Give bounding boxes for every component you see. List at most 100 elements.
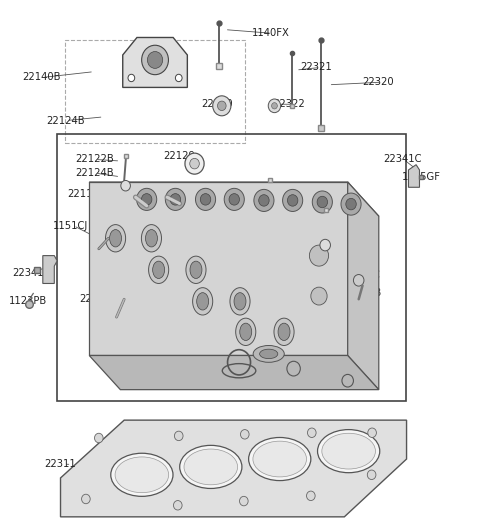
Ellipse shape	[318, 430, 380, 473]
Circle shape	[95, 433, 103, 443]
Text: 1152AB: 1152AB	[343, 288, 382, 298]
Ellipse shape	[149, 256, 168, 284]
Ellipse shape	[186, 256, 206, 284]
Circle shape	[173, 501, 182, 510]
Ellipse shape	[278, 323, 290, 340]
Circle shape	[288, 194, 298, 206]
Text: 1573GE: 1573GE	[269, 356, 308, 366]
Polygon shape	[89, 356, 379, 389]
Circle shape	[272, 103, 277, 109]
Ellipse shape	[109, 230, 121, 247]
Ellipse shape	[274, 318, 294, 346]
Bar	[57, 134, 406, 401]
Ellipse shape	[240, 323, 252, 340]
Ellipse shape	[234, 292, 246, 310]
Text: 22125A: 22125A	[240, 201, 279, 211]
Ellipse shape	[192, 288, 213, 315]
Circle shape	[82, 494, 90, 504]
Text: 22320: 22320	[362, 77, 394, 87]
Circle shape	[368, 428, 376, 437]
Ellipse shape	[111, 453, 173, 496]
Text: 22122B: 22122B	[75, 154, 114, 164]
Circle shape	[341, 193, 361, 215]
Polygon shape	[123, 37, 187, 87]
Circle shape	[213, 96, 231, 116]
Circle shape	[268, 99, 281, 113]
Ellipse shape	[322, 433, 375, 469]
Text: 1140FX: 1140FX	[252, 28, 290, 38]
Circle shape	[128, 74, 135, 82]
Polygon shape	[89, 182, 379, 216]
Ellipse shape	[184, 449, 238, 485]
Circle shape	[174, 431, 183, 441]
Ellipse shape	[180, 445, 242, 489]
Text: 22124C: 22124C	[327, 233, 366, 243]
Circle shape	[142, 45, 168, 75]
Text: 22140B: 22140B	[22, 72, 61, 82]
Circle shape	[137, 188, 157, 210]
Circle shape	[142, 193, 152, 205]
Circle shape	[346, 198, 356, 210]
Circle shape	[200, 193, 211, 205]
Polygon shape	[60, 420, 407, 517]
Circle shape	[190, 159, 199, 169]
Circle shape	[317, 196, 327, 208]
Ellipse shape	[197, 292, 209, 310]
Ellipse shape	[253, 346, 284, 363]
Polygon shape	[408, 164, 420, 187]
Ellipse shape	[253, 441, 307, 477]
Text: 22112A: 22112A	[170, 349, 209, 359]
Text: 22129: 22129	[163, 151, 195, 161]
Ellipse shape	[230, 288, 250, 315]
Circle shape	[195, 188, 216, 210]
Text: 1151CJ: 1151CJ	[53, 221, 89, 231]
Text: 22124B: 22124B	[46, 115, 85, 125]
Circle shape	[310, 245, 328, 266]
Text: 22124B: 22124B	[75, 168, 113, 178]
Circle shape	[170, 193, 180, 205]
Text: 1123PB: 1123PB	[9, 296, 48, 306]
Circle shape	[240, 430, 249, 439]
Ellipse shape	[153, 261, 165, 278]
Ellipse shape	[106, 225, 126, 252]
Text: 22122C: 22122C	[327, 219, 366, 229]
Text: 22311: 22311	[44, 460, 75, 469]
Text: 22341D: 22341D	[12, 268, 52, 278]
Circle shape	[121, 180, 131, 191]
Text: 22321: 22321	[300, 62, 332, 72]
Circle shape	[353, 275, 364, 286]
Text: 22100: 22100	[202, 99, 233, 109]
Ellipse shape	[190, 261, 202, 278]
Circle shape	[367, 470, 376, 480]
Bar	[65, 40, 245, 143]
Text: 22125C: 22125C	[80, 294, 119, 304]
Circle shape	[175, 74, 182, 82]
Text: 1125GF: 1125GF	[402, 172, 441, 182]
Circle shape	[312, 191, 332, 213]
Ellipse shape	[145, 230, 157, 247]
Text: 22322: 22322	[274, 99, 305, 109]
Circle shape	[147, 52, 163, 69]
Circle shape	[165, 188, 185, 210]
Circle shape	[283, 189, 303, 211]
Ellipse shape	[115, 457, 168, 493]
Circle shape	[307, 491, 315, 501]
Circle shape	[259, 194, 269, 206]
Ellipse shape	[260, 349, 278, 359]
Polygon shape	[348, 182, 379, 389]
Circle shape	[224, 188, 244, 210]
Circle shape	[229, 193, 240, 205]
Ellipse shape	[142, 225, 161, 252]
Circle shape	[240, 496, 248, 506]
Ellipse shape	[236, 318, 256, 346]
Text: 22114D: 22114D	[177, 189, 216, 199]
Polygon shape	[89, 182, 348, 356]
Circle shape	[185, 153, 204, 174]
Text: 22114D: 22114D	[68, 189, 107, 199]
Circle shape	[308, 428, 316, 437]
Text: 1601DG: 1601DG	[313, 372, 354, 382]
Circle shape	[320, 239, 330, 251]
Text: 22341C: 22341C	[384, 154, 422, 164]
Ellipse shape	[249, 437, 311, 481]
Text: 1571TC: 1571TC	[343, 270, 381, 280]
